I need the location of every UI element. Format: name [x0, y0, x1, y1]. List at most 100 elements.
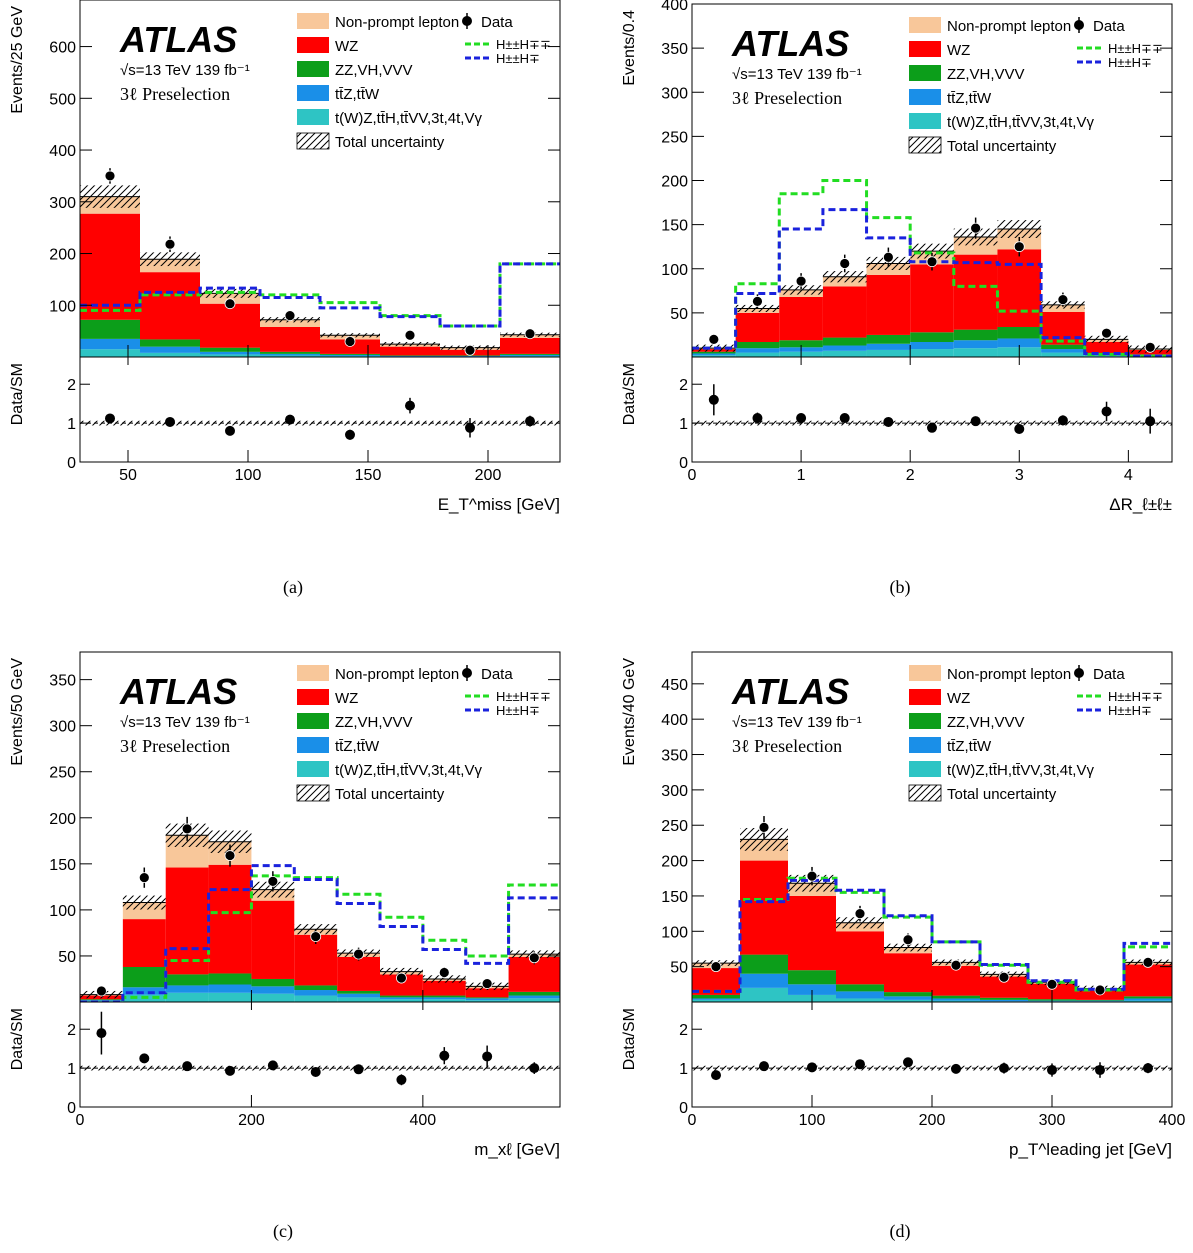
y-tick-label: 350 [661, 41, 688, 58]
ratio-point [1057, 415, 1068, 426]
bar-zz [692, 351, 736, 354]
ratio-point [439, 1050, 450, 1061]
legend-label-other: t(W)Z,tt̄H,tt̄VV,3t,4t,Vγ [947, 114, 1094, 131]
legend-label-sig-pp: H±±H∓∓ [1108, 41, 1163, 56]
bar-zz [440, 355, 500, 356]
bar-zz [836, 984, 884, 992]
x-axis-label: E_T^miss [GeV] [438, 495, 560, 514]
ratio-point [970, 416, 981, 427]
bar-wz [779, 296, 823, 341]
data-point [950, 959, 962, 971]
data-point [344, 336, 356, 347]
y-tick-label: 300 [49, 195, 76, 212]
bar-zz [953, 329, 998, 341]
ratio-y-tick-label: 0 [679, 1100, 688, 1117]
legend-label-wz: WZ [335, 38, 358, 55]
bar-other [422, 999, 466, 1002]
ratio-y-tick-label: 0 [679, 455, 688, 472]
bar-ttv [122, 987, 166, 995]
bar-zz [735, 341, 780, 349]
signal-line-sig_pp [692, 179, 1172, 357]
bar-wz [932, 965, 980, 996]
legend-label-other: t(W)Z,tt̄H,tt̄VV,3t,4t,Vγ [335, 762, 482, 779]
legend-label-data: Data [481, 14, 513, 31]
legend-swatch-other [297, 109, 329, 125]
region-label: 3ℓ Preselection [732, 88, 842, 108]
bar-zz [80, 999, 123, 1001]
ratio-point [883, 416, 894, 427]
bar-wz [836, 931, 884, 985]
bar-zz [1041, 344, 1085, 350]
y-tick-label: 400 [661, 0, 688, 14]
ratio-point [839, 413, 850, 424]
ratio-point [267, 1060, 278, 1071]
bar-ttv [997, 338, 1042, 348]
data-point [438, 967, 450, 978]
legend-swatch-ttv [297, 85, 329, 101]
panel-caption-d: (d) [890, 1221, 911, 1242]
bar-other [1124, 1000, 1172, 1002]
legend-label-zz: ZZ,VH,VVV [947, 714, 1025, 731]
ratio-point [405, 400, 415, 411]
legend-label-data: Data [1093, 666, 1125, 683]
bar-wz [140, 272, 200, 340]
x-tick-label: 1 [797, 467, 806, 484]
chart-panel-2: 50 100 150 200 250 300 350 0 1 2 0 200 400 Events/50 … [9, 651, 561, 1159]
chart-panel-1: 50 100 150 200 250 300 350 400 0 1 2 0 1 2 3 4 Events/0.… [621, 0, 1173, 514]
bar-zz [932, 995, 980, 999]
legend: Non-prompt lepton WZ ZZ,VH,VVV tt̄Z,tt̄W t(W… [296, 13, 551, 151]
ratio-point [855, 1059, 865, 1070]
bar-ttv [320, 354, 380, 356]
bar-zz [884, 992, 932, 997]
bar-ttv [980, 999, 1028, 1002]
ratio-point [1143, 1063, 1153, 1074]
bar-other [740, 987, 788, 1002]
bar-ttv [140, 346, 200, 353]
bar-ttv [380, 355, 440, 357]
ratio-point [752, 413, 763, 424]
data-point [1013, 241, 1025, 253]
ratio-panel [80, 1011, 560, 1086]
data-point [224, 298, 236, 310]
y-tick-label: 300 [661, 783, 688, 800]
bar-ttv [735, 348, 780, 353]
y-tick-label: 100 [49, 903, 76, 920]
ratio-y-axis-label: Data/SM [621, 1008, 638, 1070]
ratio-y-tick-label: 0 [67, 455, 76, 472]
bar-other [822, 350, 867, 357]
bar-wz [788, 895, 836, 971]
y-tick-label: 400 [661, 712, 688, 729]
legend-label-nonprompt: Non-prompt lepton [335, 666, 459, 683]
y-axis-label: Events/40 GeV [621, 658, 638, 766]
legend-label-data: Data [481, 666, 513, 683]
bar-ttv [508, 995, 560, 999]
plot-area [80, 816, 560, 1002]
bar-ttv [80, 338, 140, 350]
data-point [902, 934, 914, 946]
bar-other [910, 349, 954, 357]
legend-swatch-nonprompt [297, 13, 329, 29]
bar-wz [997, 249, 1042, 327]
legend-swatch-uncertainty [908, 136, 942, 154]
energy-label: √s=13 TeV 139 fb⁻¹ [120, 62, 250, 79]
legend-swatch-wz [297, 689, 329, 705]
data-point [104, 170, 116, 182]
legend-swatch-zz [297, 61, 329, 77]
x-tick-label: 0 [76, 1112, 85, 1129]
legend-swatch-ttv [909, 737, 941, 753]
atlas-label: ATLAS [119, 671, 237, 712]
atlas-label: ATLAS [119, 19, 237, 60]
y-tick-label: 300 [661, 85, 688, 102]
bar-other [932, 1000, 980, 1002]
y-tick-label: 350 [661, 748, 688, 765]
bar-zz [422, 995, 466, 998]
bar-wz [884, 953, 932, 993]
bar-other [735, 352, 780, 357]
legend: Non-prompt lepton WZ ZZ,VH,VVV tt̄Z,tt̄W t(W… [908, 17, 1163, 155]
ratio-point [1095, 1065, 1105, 1076]
data-point [1057, 294, 1069, 306]
legend-label-wz: WZ [335, 690, 358, 707]
data-point [404, 329, 416, 341]
bar-wz [200, 303, 260, 348]
x-tick-label: 100 [235, 467, 262, 484]
